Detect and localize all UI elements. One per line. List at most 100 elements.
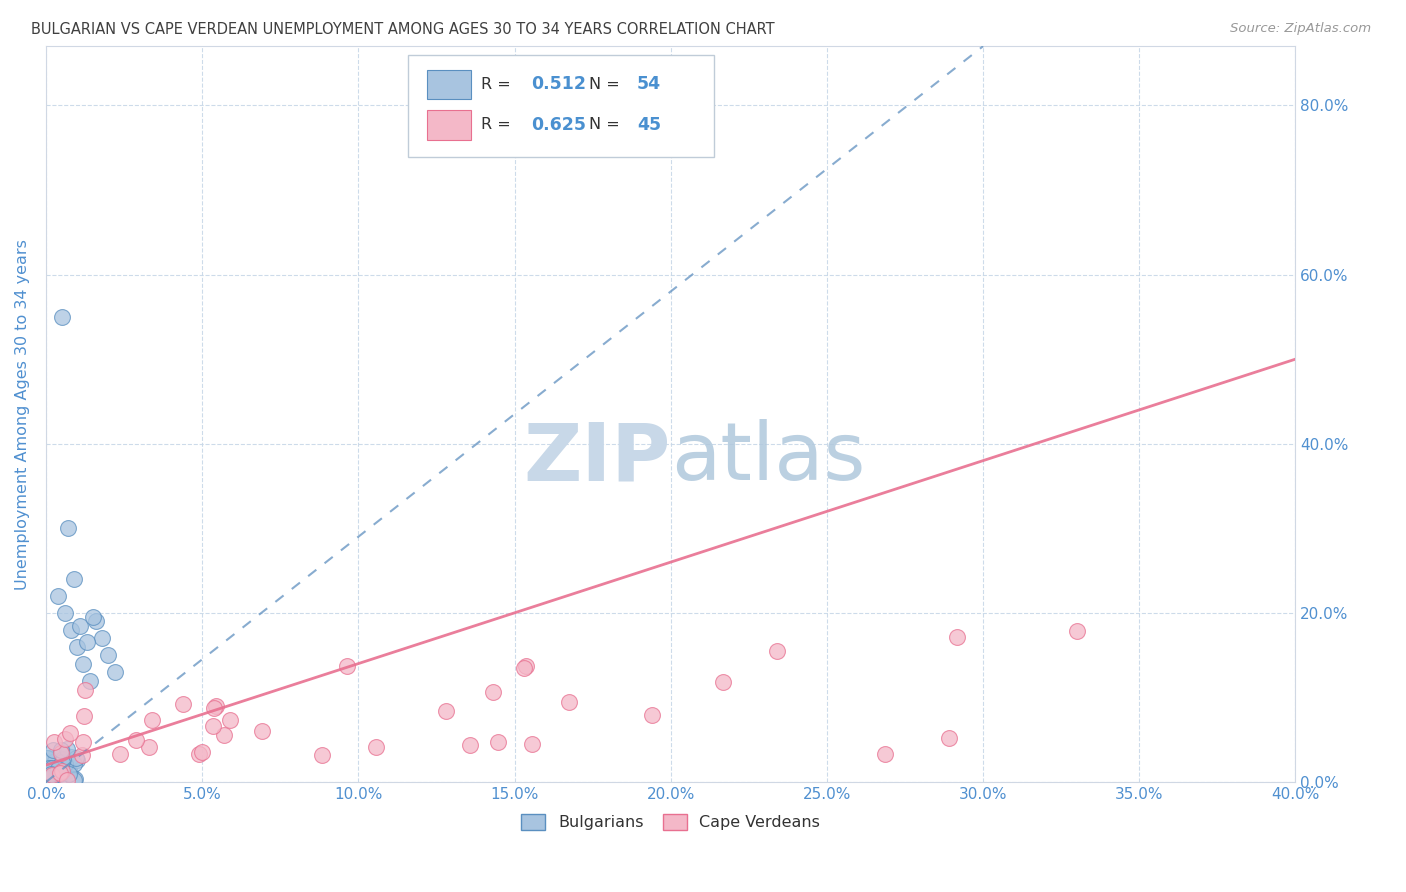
Y-axis label: Unemployment Among Ages 30 to 34 years: Unemployment Among Ages 30 to 34 years (15, 239, 30, 590)
Point (51, 310, 73, 324)
Point (73, 683, 96, 698)
Point (202, 701, 225, 715)
Point (641, 707, 664, 722)
Point (39, 764, 62, 779)
Point (946, 630, 969, 644)
Text: R =: R = (481, 118, 516, 132)
Point (63, 772, 86, 786)
FancyBboxPatch shape (427, 111, 471, 140)
Point (35, 751, 58, 765)
Point (79, 673, 101, 688)
Point (187, 747, 209, 761)
Point (56, 521, 79, 535)
Point (41, 768, 63, 782)
Point (512, 661, 534, 675)
Point (72, 747, 94, 762)
Point (72, 657, 94, 671)
Point (204, 698, 226, 713)
Point (63, 757, 86, 772)
Text: N =: N = (589, 77, 626, 92)
Point (53, 606, 76, 620)
Point (59, 765, 82, 780)
Point (97, 648, 120, 662)
Point (191, 745, 214, 759)
Point (1066, 624, 1088, 638)
Point (55, 731, 77, 746)
Point (938, 731, 960, 745)
Point (48, 767, 70, 781)
Point (49, 743, 72, 757)
Point (125, 732, 148, 747)
Point (51, 759, 73, 773)
Point (515, 659, 537, 673)
Point (46, 761, 69, 775)
Point (42, 767, 65, 781)
Text: atlas: atlas (671, 419, 865, 497)
Point (110, 747, 132, 761)
Point (63, 572, 86, 586)
Point (65, 753, 87, 767)
Point (63, 773, 86, 788)
Point (53, 757, 76, 772)
Point (72, 734, 94, 748)
Point (250, 724, 273, 739)
Text: BULGARIAN VS CAPE VERDEAN UNEMPLOYMENT AMONG AGES 30 TO 34 YEARS CORRELATION CHA: BULGARIAN VS CAPE VERDEAN UNEMPLOYMENT A… (31, 22, 775, 37)
Text: 0.512: 0.512 (531, 76, 586, 94)
Point (766, 644, 789, 658)
Point (172, 697, 194, 711)
Point (42, 742, 65, 756)
Point (482, 685, 505, 699)
Text: 54: 54 (637, 76, 661, 94)
Point (41, 761, 63, 775)
Point (56, 742, 79, 756)
FancyBboxPatch shape (427, 70, 471, 99)
Point (434, 705, 457, 719)
Point (58, 767, 80, 781)
Point (44, 761, 66, 775)
Text: R =: R = (481, 77, 516, 92)
Point (41, 761, 63, 775)
Point (65, 751, 87, 765)
Text: 45: 45 (637, 116, 661, 134)
Point (82, 610, 104, 624)
Point (49, 766, 72, 780)
Point (58, 763, 80, 777)
Point (38, 761, 60, 775)
Point (873, 747, 896, 761)
Point (104, 665, 127, 679)
Point (51, 764, 73, 778)
Point (48, 589, 70, 603)
Legend: Bulgarians, Cape Verdeans: Bulgarians, Cape Verdeans (515, 807, 827, 837)
Point (42, 772, 65, 787)
Point (37, 750, 59, 764)
FancyBboxPatch shape (408, 55, 714, 157)
Point (56, 773, 79, 788)
Point (69, 618, 91, 632)
Point (84, 615, 107, 629)
Point (51, 746, 73, 760)
Point (202, 719, 225, 733)
Text: 0.625: 0.625 (531, 116, 586, 134)
Point (51, 744, 73, 758)
Point (72, 709, 94, 723)
Point (522, 737, 544, 751)
Point (91, 632, 114, 646)
Point (212, 728, 235, 742)
Point (44, 754, 66, 768)
Point (558, 696, 581, 710)
Point (60, 750, 83, 764)
Text: ZIP: ZIP (523, 419, 671, 497)
Point (39, 766, 62, 780)
Point (49, 775, 72, 789)
Point (219, 713, 242, 727)
Point (458, 738, 481, 752)
Text: Source: ZipAtlas.com: Source: ZipAtlas.com (1230, 22, 1371, 36)
Point (41, 770, 63, 784)
Point (59, 725, 82, 739)
Point (311, 748, 333, 763)
Point (37, 761, 59, 775)
Point (37, 756, 59, 770)
Point (76, 635, 98, 649)
Point (46, 763, 69, 777)
Point (42, 735, 65, 749)
